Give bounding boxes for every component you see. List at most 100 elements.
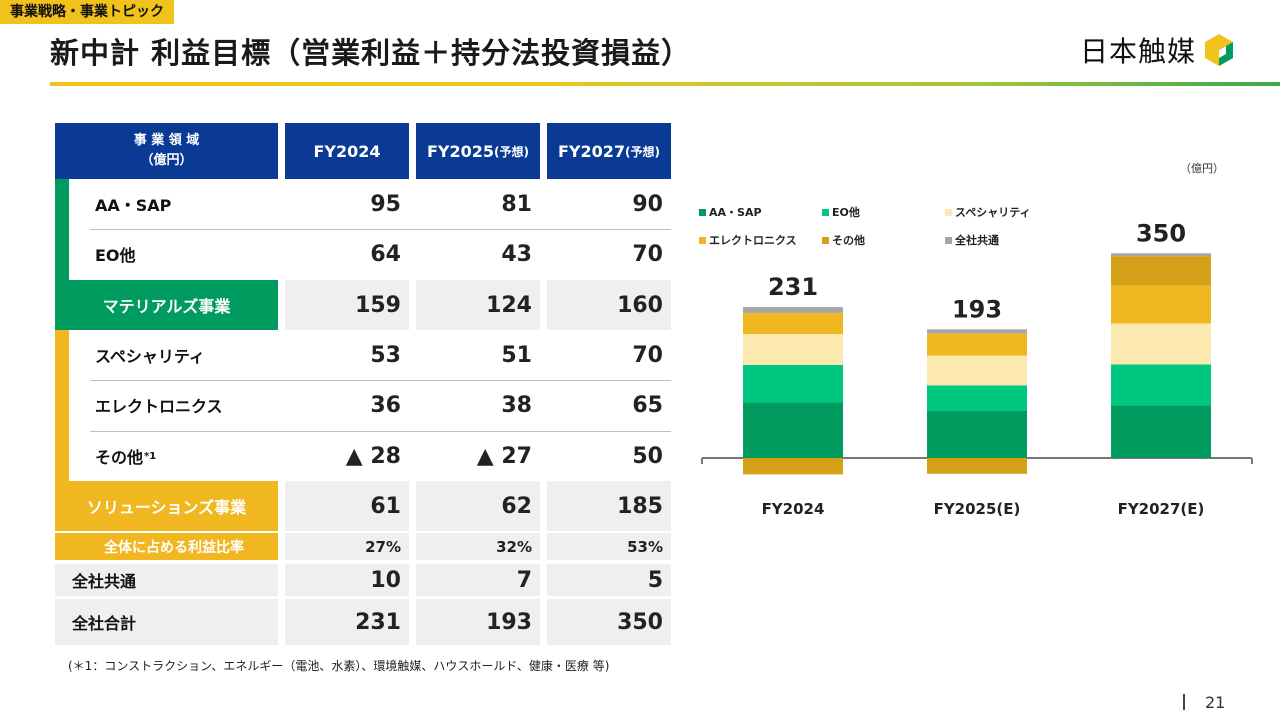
cell-specialty-fy2027: 70	[632, 342, 663, 368]
cell-share-fy2027: 53%	[547, 533, 671, 560]
cell-materials-fy2025: 124	[416, 280, 540, 330]
cell-solutions-fy2024: 61	[285, 481, 409, 531]
bar-segment-3	[743, 333, 843, 365]
row-total-label: 全社合計	[72, 614, 137, 633]
cell-corporate-fy2027: 5	[547, 564, 671, 596]
bar-total-label: 193	[952, 295, 1002, 323]
header-segment-label: 事 業 領 域	[133, 133, 200, 148]
bar-segment-2	[743, 364, 843, 403]
cell-aa-sap-fy2027: 90	[632, 191, 663, 217]
cell-total-fy2024: 231	[285, 599, 409, 645]
cell-share-fy2024: 27%	[285, 533, 409, 560]
footnote-marker: *1	[144, 450, 157, 462]
cell-specialty-fy2025: 51	[501, 342, 532, 368]
legend-label: 全社共通	[954, 233, 999, 247]
bar-segment-5	[743, 458, 843, 475]
cell-solutions-fy2025: 62	[416, 481, 540, 531]
cell-eo-fy2025: 43	[501, 241, 532, 267]
cell-share-fy2025: 32%	[416, 533, 540, 560]
legend-swatch	[945, 209, 952, 216]
row-electronics-label: エレクトロニクス	[95, 397, 223, 416]
page-title: 新中計 利益目標（営業利益＋持分法投資損益）	[50, 36, 692, 70]
solutions-bracket	[55, 330, 69, 481]
bar-segment-1	[743, 402, 843, 458]
header-segment: 事 業 領 域 （億円）	[55, 123, 278, 179]
bar-segment-3	[927, 355, 1027, 386]
cell-aa-sap-fy2025: 81	[501, 191, 532, 217]
bar-segment-2	[927, 385, 1027, 411]
x-tick-label: FY2027(E)	[1118, 500, 1205, 518]
cell-corporate-fy2024: 10	[285, 564, 409, 596]
x-tick-label: FY2025(E)	[934, 500, 1021, 518]
cell-specialty-fy2024: 53	[370, 342, 401, 368]
header-unit-label: （億円）	[140, 153, 193, 168]
cell-others-fy2025: ▲ 27	[476, 443, 532, 469]
row-others-label: その他 *1	[95, 431, 156, 481]
title-divider	[50, 82, 1280, 86]
cell-others-fy2024: ▲ 28	[345, 443, 401, 469]
cell-total-fy2025: 193	[416, 599, 540, 645]
header-fy2025: FY2025 (予想)	[416, 123, 540, 179]
share-row-accent	[55, 533, 69, 560]
bar-segment-4	[743, 312, 843, 334]
logo-mark-icon	[1205, 34, 1234, 66]
header-fy2027: FY2027 (予想)	[547, 123, 671, 179]
cell-solutions-fy2027: 185	[547, 481, 671, 531]
legend-label: エレクトロニクス	[709, 234, 797, 247]
section-tag: 事業戦略・事業トピック	[0, 0, 174, 24]
header-fy2025-label: FY2025	[426, 141, 495, 161]
header-fy2027-label: FY2027	[557, 141, 626, 161]
logo-text: 日本触媒	[1080, 35, 1197, 68]
row-aa-sap-label: AA・SAP	[95, 196, 172, 215]
bar-segment-1	[927, 410, 1027, 458]
bar-segment-1	[1111, 405, 1211, 458]
row-share-label: 全体に占める利益比率	[104, 539, 244, 556]
bar-segment-6	[743, 307, 843, 313]
bar-segment-5	[927, 458, 1027, 474]
footnote: (＊1：コンストラクション、エネルギー（電池、水素）、環境触媒、ハウスホールド、…	[68, 659, 610, 673]
row-divider	[90, 431, 671, 432]
header-fy2024-label: FY2024	[313, 141, 381, 161]
cell-eo-fy2024: 64	[370, 241, 401, 267]
row-materials-label: マテリアルズ事業	[55, 280, 278, 330]
legend-swatch	[699, 237, 706, 244]
page-number-divider	[1183, 694, 1185, 710]
legend-label: その他	[832, 233, 865, 247]
page-number: 21	[1205, 693, 1226, 712]
bar-segment-3	[1111, 323, 1211, 365]
header-fy2024: FY2024	[285, 123, 409, 179]
row-divider	[90, 380, 671, 381]
row-corporate-label: 全社共通	[72, 572, 137, 591]
row-solutions-label: ソリューションズ事業	[55, 481, 278, 531]
row-eo-label: EO他	[95, 246, 136, 265]
bar-segment-5	[1111, 256, 1211, 286]
cell-electronics-fy2027: 65	[632, 392, 663, 418]
cell-electronics-fy2025: 38	[501, 392, 532, 418]
cell-materials-fy2024: 159	[285, 280, 409, 330]
cell-corporate-fy2025: 7	[416, 564, 540, 596]
legend-swatch	[822, 237, 829, 244]
chart-unit-label: （億円）	[1180, 162, 1224, 175]
bar-total-label: 350	[1136, 219, 1186, 247]
row-others-text: その他	[95, 448, 144, 467]
company-logo: 日本触媒	[1080, 30, 1234, 70]
legend-label: スペシャリティ	[955, 206, 1031, 219]
legend-label: EO他	[832, 205, 860, 219]
bar-segment-6	[1111, 253, 1211, 257]
cell-electronics-fy2024: 36	[370, 392, 401, 418]
row-specialty-label: スペシャリティ	[95, 347, 205, 366]
legend-label: AA・SAP	[709, 206, 762, 219]
corporate-row-bg	[55, 564, 278, 596]
cell-aa-sap-fy2024: 95	[370, 191, 401, 217]
total-row-bg	[55, 599, 278, 645]
legend-swatch	[945, 237, 952, 244]
legend-swatch	[699, 209, 706, 216]
x-tick-label: FY2024	[762, 500, 825, 518]
legend-swatch	[822, 209, 829, 216]
bar-segment-2	[1111, 364, 1211, 406]
cell-materials-fy2027: 160	[547, 280, 671, 330]
row-divider	[90, 229, 671, 230]
bar-segment-4	[927, 333, 1027, 356]
header-fy2027-suffix: (予想)	[625, 144, 661, 159]
cell-others-fy2027: 50	[632, 443, 663, 469]
